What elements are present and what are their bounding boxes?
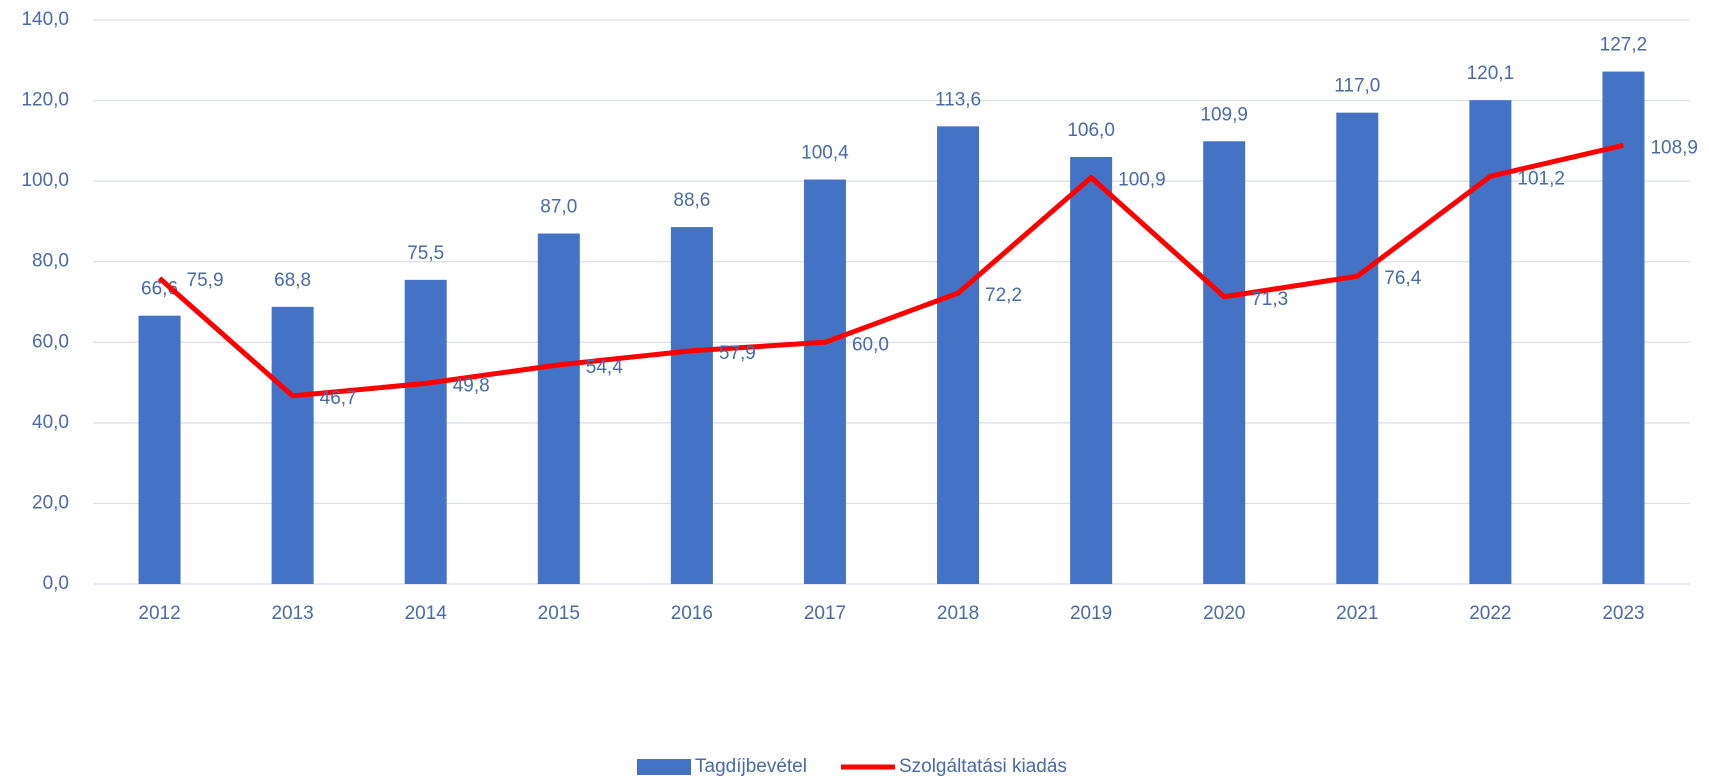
line-value-label: 72,2 — [985, 285, 1022, 306]
x-tick-label: 2019 — [1070, 603, 1112, 624]
legend-swatch — [637, 759, 691, 775]
x-tick-label: 2018 — [937, 603, 979, 624]
bar — [1469, 100, 1512, 584]
y-tick-label: 80,0 — [32, 251, 69, 272]
line-value-label: 71,3 — [1251, 289, 1288, 310]
y-tick-label: 40,0 — [32, 412, 69, 433]
x-tick-label: 2023 — [1602, 603, 1644, 624]
y-tick-label: 20,0 — [32, 492, 69, 513]
y-tick-label: 140,0 — [21, 9, 69, 30]
bar — [404, 279, 447, 584]
bar-value-label: 113,6 — [935, 89, 981, 110]
bar-value-label: 127,2 — [1600, 35, 1648, 56]
bar — [1203, 141, 1246, 584]
bar-value-label: 100,4 — [801, 143, 849, 164]
bar-value-label: 88,6 — [673, 190, 710, 211]
bar — [271, 306, 314, 584]
line-value-label: 75,9 — [187, 270, 224, 291]
bar-value-label: 68,8 — [274, 270, 311, 291]
x-tick-label: 2017 — [804, 603, 846, 624]
legend-label: Tagdíjbevétel — [695, 756, 807, 777]
x-tick-label: 2012 — [138, 603, 180, 624]
bar-value-label: 87,0 — [540, 197, 577, 218]
bar — [1070, 156, 1113, 584]
x-tick-label: 2021 — [1336, 603, 1378, 624]
bar — [937, 126, 980, 585]
line-value-label: 49,8 — [453, 375, 490, 396]
bar — [537, 233, 580, 584]
line — [157, 142, 1625, 399]
bar — [670, 227, 713, 584]
bar-value-label: 120,1 — [1467, 63, 1515, 84]
y-tick-label: 120,0 — [21, 90, 69, 111]
bar — [1602, 71, 1645, 584]
bar-value-label: 75,5 — [407, 243, 444, 264]
y-tick-label: 100,0 — [21, 170, 69, 191]
x-tick-label: 2014 — [405, 603, 448, 624]
bar-value-label: 106,0 — [1067, 120, 1115, 141]
bar — [803, 179, 846, 584]
bar — [1336, 112, 1379, 585]
line-value-label: 46,7 — [320, 388, 357, 409]
line-value-label: 101,2 — [1517, 168, 1565, 189]
x-tick-label: 2020 — [1203, 603, 1245, 624]
x-tick-label: 2016 — [671, 603, 713, 624]
x-tick-label: 2015 — [538, 603, 580, 624]
x-tick-label: 2013 — [271, 603, 313, 624]
bar-value-label: 117,0 — [1334, 76, 1380, 97]
y-tick-label: 60,0 — [32, 331, 69, 352]
line-value-label: 54,4 — [586, 357, 623, 378]
line-value-label: 57,9 — [719, 343, 756, 364]
line-value-label: 108,9 — [1650, 137, 1698, 158]
line-value-label: 60,0 — [852, 334, 889, 355]
line-value-label: 76,4 — [1384, 268, 1421, 289]
line-value-label: 100,9 — [1118, 170, 1166, 191]
bar — [138, 315, 181, 584]
legend-label: Szolgáltatási kiadás — [899, 756, 1067, 777]
y-tick-label: 0,0 — [43, 573, 69, 594]
bar-value-label: 109,9 — [1200, 104, 1248, 125]
x-tick-label: 2022 — [1469, 603, 1511, 624]
